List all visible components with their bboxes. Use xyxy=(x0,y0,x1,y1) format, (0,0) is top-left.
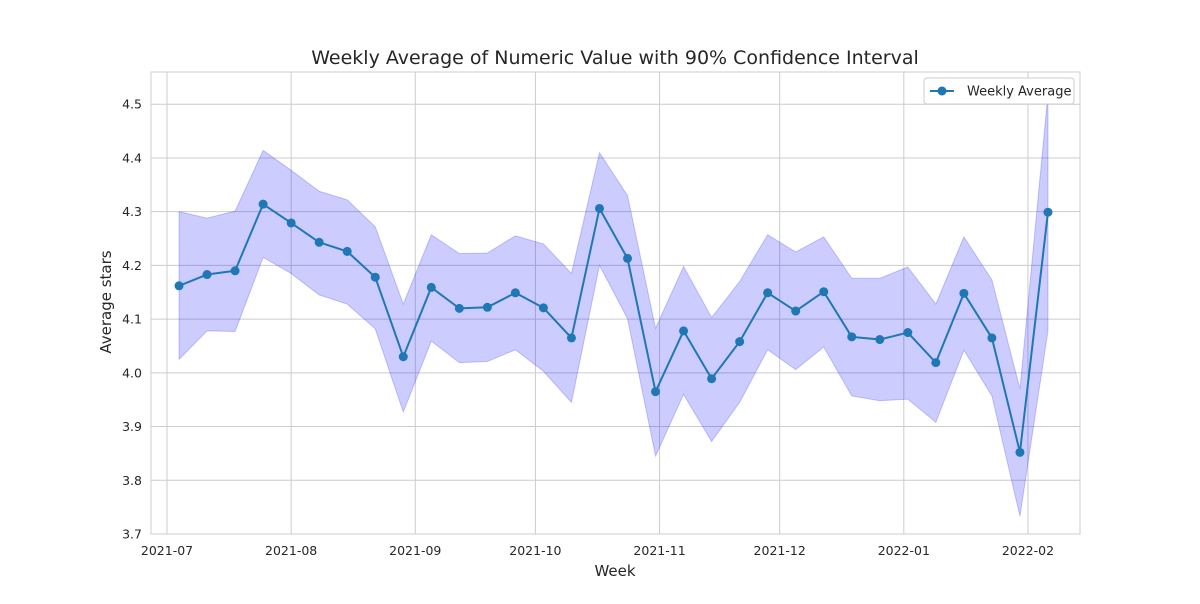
data-point xyxy=(202,270,212,280)
data-point xyxy=(931,358,941,368)
grid xyxy=(151,72,1080,535)
x-tick-label: 2021-09 xyxy=(389,543,441,558)
series-line xyxy=(178,203,1049,454)
data-point xyxy=(763,288,773,298)
legend-marker-swatch xyxy=(937,86,947,96)
plot-frame xyxy=(150,71,1081,535)
y-tick-label: 4.4 xyxy=(122,150,142,165)
data-point xyxy=(651,387,661,397)
x-axis-title: Week xyxy=(594,562,635,580)
confidence-interval-area xyxy=(178,93,1049,517)
x-axis-ticks: 2021-07 2021-08 2021-09 2021-10 2021-11 2021-… xyxy=(141,543,1054,558)
data-point xyxy=(258,199,268,209)
data-point xyxy=(566,333,576,343)
data-point xyxy=(959,288,969,298)
data-point xyxy=(538,303,548,313)
data-point xyxy=(679,326,689,336)
data-point xyxy=(398,352,408,362)
y-tick-label: 4.0 xyxy=(122,365,142,380)
data-point xyxy=(174,281,184,291)
data-point xyxy=(286,218,296,228)
data-point xyxy=(735,337,745,347)
data-point xyxy=(426,282,436,292)
y-tick-label: 4.5 xyxy=(122,97,142,112)
x-tick-label: 2021-07 xyxy=(141,543,193,558)
y-tick-label: 4.2 xyxy=(122,258,142,273)
y-tick-label: 4.3 xyxy=(122,204,142,219)
data-point xyxy=(791,306,801,316)
y-axis-ticks: 3.7 3.8 3.9 4.0 4.1 4.2 4.3 4.4 4.5 xyxy=(122,97,142,542)
data-point xyxy=(454,303,464,313)
y-tick-label: 3.8 xyxy=(122,473,142,488)
plot-border xyxy=(150,71,1081,535)
chart-title: Weekly Average of Numeric Value with 90%… xyxy=(311,47,919,69)
data-point xyxy=(342,246,352,256)
data-point xyxy=(482,302,492,312)
x-tick-label: 2022-02 xyxy=(1002,543,1054,558)
data-point xyxy=(903,328,913,338)
data-point xyxy=(230,266,240,276)
data-point xyxy=(1043,207,1053,217)
y-tick-label: 4.1 xyxy=(122,312,142,327)
x-tick-label: 2021-11 xyxy=(633,543,685,558)
x-tick-label: 2021-12 xyxy=(754,543,806,558)
confidence-band xyxy=(178,93,1049,517)
legend: Weekly Average xyxy=(923,77,1075,105)
x-tick-label: 2021-10 xyxy=(509,543,561,558)
data-point xyxy=(314,237,324,247)
data-point xyxy=(370,272,380,282)
y-axis-title: Average stars xyxy=(97,250,115,353)
weekly-average-line xyxy=(178,203,1049,454)
data-point xyxy=(987,333,997,343)
data-point xyxy=(510,288,520,298)
data-point xyxy=(623,253,633,263)
data-point xyxy=(875,335,885,345)
data-point xyxy=(819,287,829,297)
data-point xyxy=(594,203,604,213)
data-point xyxy=(1015,447,1025,457)
x-tick-label: 2021-08 xyxy=(265,543,317,558)
data-point xyxy=(847,332,857,342)
legend-box xyxy=(923,77,1075,105)
data-point xyxy=(707,374,717,384)
y-tick-label: 3.9 xyxy=(122,419,142,434)
legend-label: Weekly Average xyxy=(967,85,1071,100)
x-tick-label: 2022-01 xyxy=(878,543,930,558)
y-tick-label: 3.7 xyxy=(122,527,142,542)
series-points xyxy=(174,199,1053,457)
